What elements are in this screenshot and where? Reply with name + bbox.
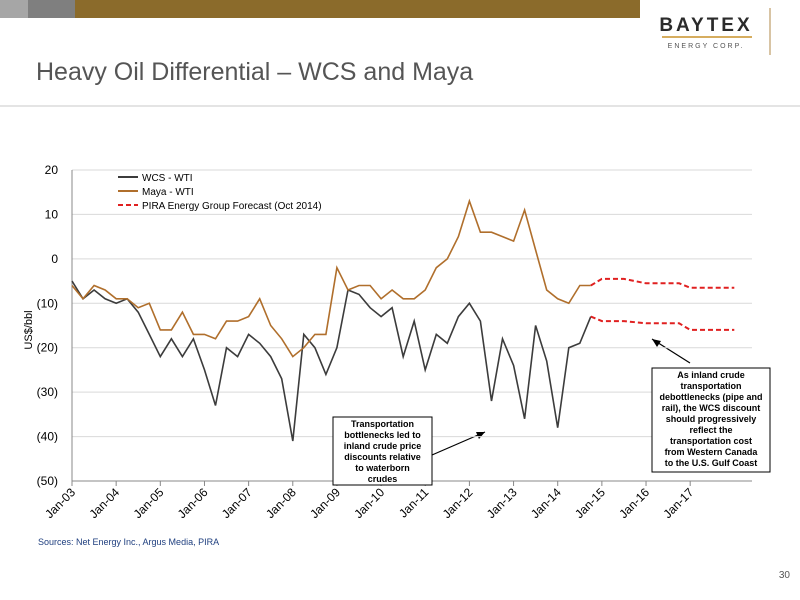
x-tick-label: Jan-03 (42, 485, 78, 521)
annotation-text: reflect the (689, 425, 732, 435)
legend-label: Maya - WTI (142, 187, 194, 198)
x-tick-label: Jan-04 (86, 485, 122, 521)
logo-sub: ENERGY CORP. (668, 43, 745, 50)
x-tick-label: Jan-14 (528, 485, 564, 521)
legend-label: WCS - WTI (142, 173, 193, 184)
annotation-text: transportation (680, 381, 741, 391)
series-line (590, 277, 735, 289)
y-axis-label: US$/bbl (23, 310, 35, 349)
y-tick-label: 10 (45, 207, 59, 221)
annotation-text: discounts relative (344, 452, 421, 462)
sources: Sources: Net Energy Inc., Argus Media, P… (38, 537, 219, 547)
annotation-text: from Western Canada (665, 447, 759, 457)
annotation-box (651, 367, 771, 473)
y-tick-label: 20 (45, 163, 59, 177)
arrow-head (476, 432, 485, 439)
y-tick-label: (10) (37, 296, 58, 310)
annotation-text: As inland crude (677, 370, 745, 380)
series-line (71, 198, 591, 358)
y-tick-label: (30) (37, 385, 58, 399)
logo: BAYTEX (659, 15, 752, 36)
top-bar (0, 0, 640, 18)
x-tick-label: Jan-12 (440, 485, 476, 521)
x-tick-label: Jan-07 (219, 485, 255, 521)
annotation-text: to waterborn (355, 463, 410, 473)
series-line (71, 280, 592, 442)
legend-label: PIRA Energy Group Forecast (Oct 2014) (142, 201, 322, 212)
x-tick-label: Jan-09 (307, 485, 343, 521)
y-tick-label: (20) (37, 341, 58, 355)
x-tick-label: Jan-16 (616, 485, 652, 521)
annotation-text: debottlenecks (pipe and (659, 392, 762, 402)
top-bar-block (0, 0, 28, 18)
arrow-head (652, 339, 661, 347)
annotation-text: transportation cost (670, 436, 752, 446)
arrow (431, 431, 486, 456)
x-tick-label: Jan-08 (263, 485, 299, 521)
annotation-box (332, 416, 433, 486)
top-bar-block (28, 0, 75, 18)
x-tick-label: Jan-15 (572, 485, 608, 521)
annotation-text: should progressively (666, 414, 757, 424)
y-tick-label: (50) (37, 474, 58, 488)
annotation-text: to the U.S. Gulf Coast (665, 458, 758, 468)
annotation-text: Transportation (351, 419, 414, 429)
y-tick-label: 0 (51, 252, 58, 266)
slide-title: Heavy Oil Differential – WCS and Maya (36, 58, 473, 86)
x-tick-label: Jan-11 (396, 485, 431, 520)
x-tick-label: Jan-13 (484, 485, 520, 521)
annotation-text: inland crude price (344, 441, 422, 451)
x-tick-label: Jan-05 (131, 485, 167, 521)
annotation-text: rail), the WCS discount (662, 403, 761, 413)
annotation-text: bottlenecks led to (344, 430, 421, 440)
annotation-text: crudes (368, 474, 398, 484)
x-tick-label: Jan-06 (175, 485, 211, 521)
x-tick-label: Jan-17 (660, 485, 696, 521)
page-number: 30 (779, 570, 791, 581)
x-tick-label: Jan-10 (351, 485, 387, 521)
y-tick-label: (40) (37, 430, 58, 444)
series-line (590, 315, 735, 331)
